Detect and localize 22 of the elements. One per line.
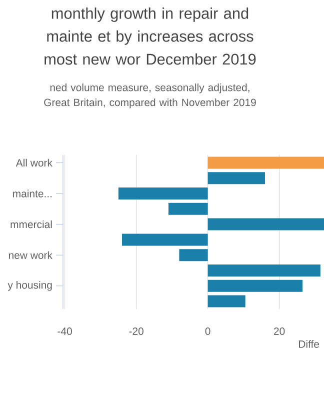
y-tick-label: mainte... [13,190,52,198]
bar [122,234,208,246]
bar [208,218,324,230]
bar [208,264,320,277]
y-tick-label: new work [8,251,52,259]
chart-subtitle: ned volume measure, seasonally adjusted, Great Britain, compared with November 2019 [44,84,256,108]
x-axis-title: Diffe [299,340,320,348]
y-tick-label: All work [16,158,52,167]
bar [118,188,208,200]
bar [208,172,266,184]
x-tick-label: 20 [274,328,285,335]
bar [208,156,324,169]
bar [208,295,246,308]
bar [208,280,303,292]
chart-title: monthly growth in repair and mainte et by increases across most new wor December 2019 [44,8,256,65]
x-tick-label: -40 [58,328,72,335]
y-tick-label: y housing [8,281,52,291]
bar [179,249,208,262]
x-tick-label: -20 [129,328,144,335]
x-tick-label: 0 [205,328,210,335]
bar [168,202,208,215]
y-tick-label: mmercial [10,220,52,228]
